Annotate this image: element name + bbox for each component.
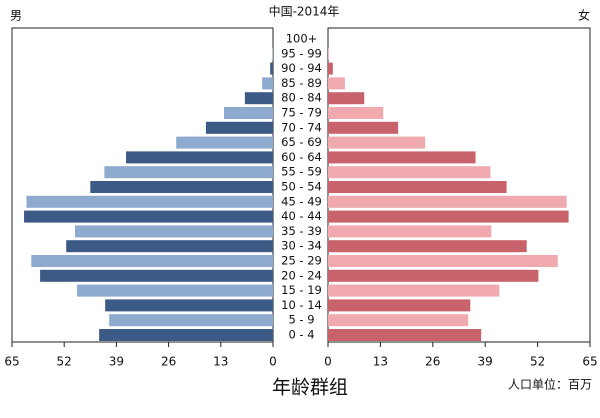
bar-female (328, 195, 567, 208)
category-label: 25 - 29 (281, 254, 322, 268)
category-label: 20 - 24 (281, 268, 322, 282)
bar-male (244, 92, 273, 105)
x-tick-label: 52 (57, 355, 72, 369)
category-label: 15 - 19 (281, 283, 322, 297)
bar-male (176, 136, 273, 149)
bar-male (26, 195, 274, 208)
bar-male (205, 121, 273, 134)
category-label: 35 - 39 (281, 224, 322, 238)
bar-female (328, 121, 399, 134)
x-tick-label: 65 (4, 355, 19, 369)
category-label: 0 - 4 (288, 328, 314, 342)
bar-female (328, 210, 569, 223)
bar-female (328, 62, 333, 75)
category-label: 50 - 54 (281, 180, 322, 194)
bar-female (328, 47, 329, 60)
bar-male (104, 166, 273, 179)
category-label: 5 - 9 (288, 313, 314, 327)
category-label: 45 - 49 (281, 194, 322, 208)
bar-female (328, 181, 507, 193)
bar-male (40, 269, 273, 282)
unit-label: 人口单位：百万 (508, 377, 592, 392)
legend-male: 男 (10, 9, 22, 23)
chart-title: 中国-2014年 (269, 4, 340, 19)
bar-male (99, 329, 273, 341)
bar-female (328, 92, 365, 105)
bar-male (109, 314, 274, 327)
x-tick-label: 39 (109, 355, 124, 369)
category-label: 75 - 79 (281, 106, 322, 120)
bar-female (328, 329, 482, 341)
bar-male (126, 151, 273, 164)
bar-female (328, 136, 426, 149)
bar-male (24, 210, 273, 223)
bar-female (328, 255, 558, 267)
category-label: 95 - 99 (281, 46, 322, 60)
category-label: 10 - 14 (281, 298, 322, 312)
x-tick-label: 13 (373, 355, 388, 369)
bar-female (328, 240, 527, 253)
category-label: 30 - 34 (281, 239, 322, 253)
x-tick-label: 65 (582, 355, 597, 369)
category-label: 55 - 59 (281, 165, 322, 179)
bar-female (328, 107, 384, 119)
bar-male (66, 240, 273, 253)
bar-female (328, 284, 500, 297)
bar-male (90, 181, 273, 193)
x-tick-label: 26 (425, 355, 440, 369)
legend-female: 女 (578, 8, 590, 23)
category-label: 40 - 44 (281, 209, 322, 223)
bar-male (31, 255, 273, 267)
bar-male (77, 284, 274, 297)
x-tick-label: 52 (530, 355, 545, 369)
category-label: 60 - 64 (281, 150, 322, 164)
x-tick-label: 39 (478, 355, 493, 369)
bar-male (105, 299, 273, 312)
bar-male (262, 77, 273, 90)
x-axis-label: 年龄群组 (272, 377, 348, 399)
category-label: 85 - 89 (281, 76, 322, 90)
bar-female (328, 269, 539, 282)
bar-male (75, 225, 274, 238)
category-label: 65 - 69 (281, 135, 322, 149)
bar-female (328, 151, 476, 164)
x-tick-label: 0 (324, 355, 332, 369)
x-tick-label: 26 (161, 355, 176, 369)
bar-female (328, 77, 345, 90)
x-tick-label: 13 (213, 355, 228, 369)
bar-female (328, 314, 469, 327)
bar-female (328, 225, 492, 238)
bar-female (328, 299, 471, 312)
x-tick-label: 0 (269, 355, 277, 369)
category-label: 90 - 94 (281, 61, 322, 75)
bar-female (328, 166, 491, 179)
category-label: 70 - 74 (281, 120, 322, 134)
bar-male (270, 62, 273, 75)
category-label: 100+ (286, 32, 318, 46)
category-label: 80 - 84 (281, 91, 322, 105)
bar-male (224, 107, 273, 119)
